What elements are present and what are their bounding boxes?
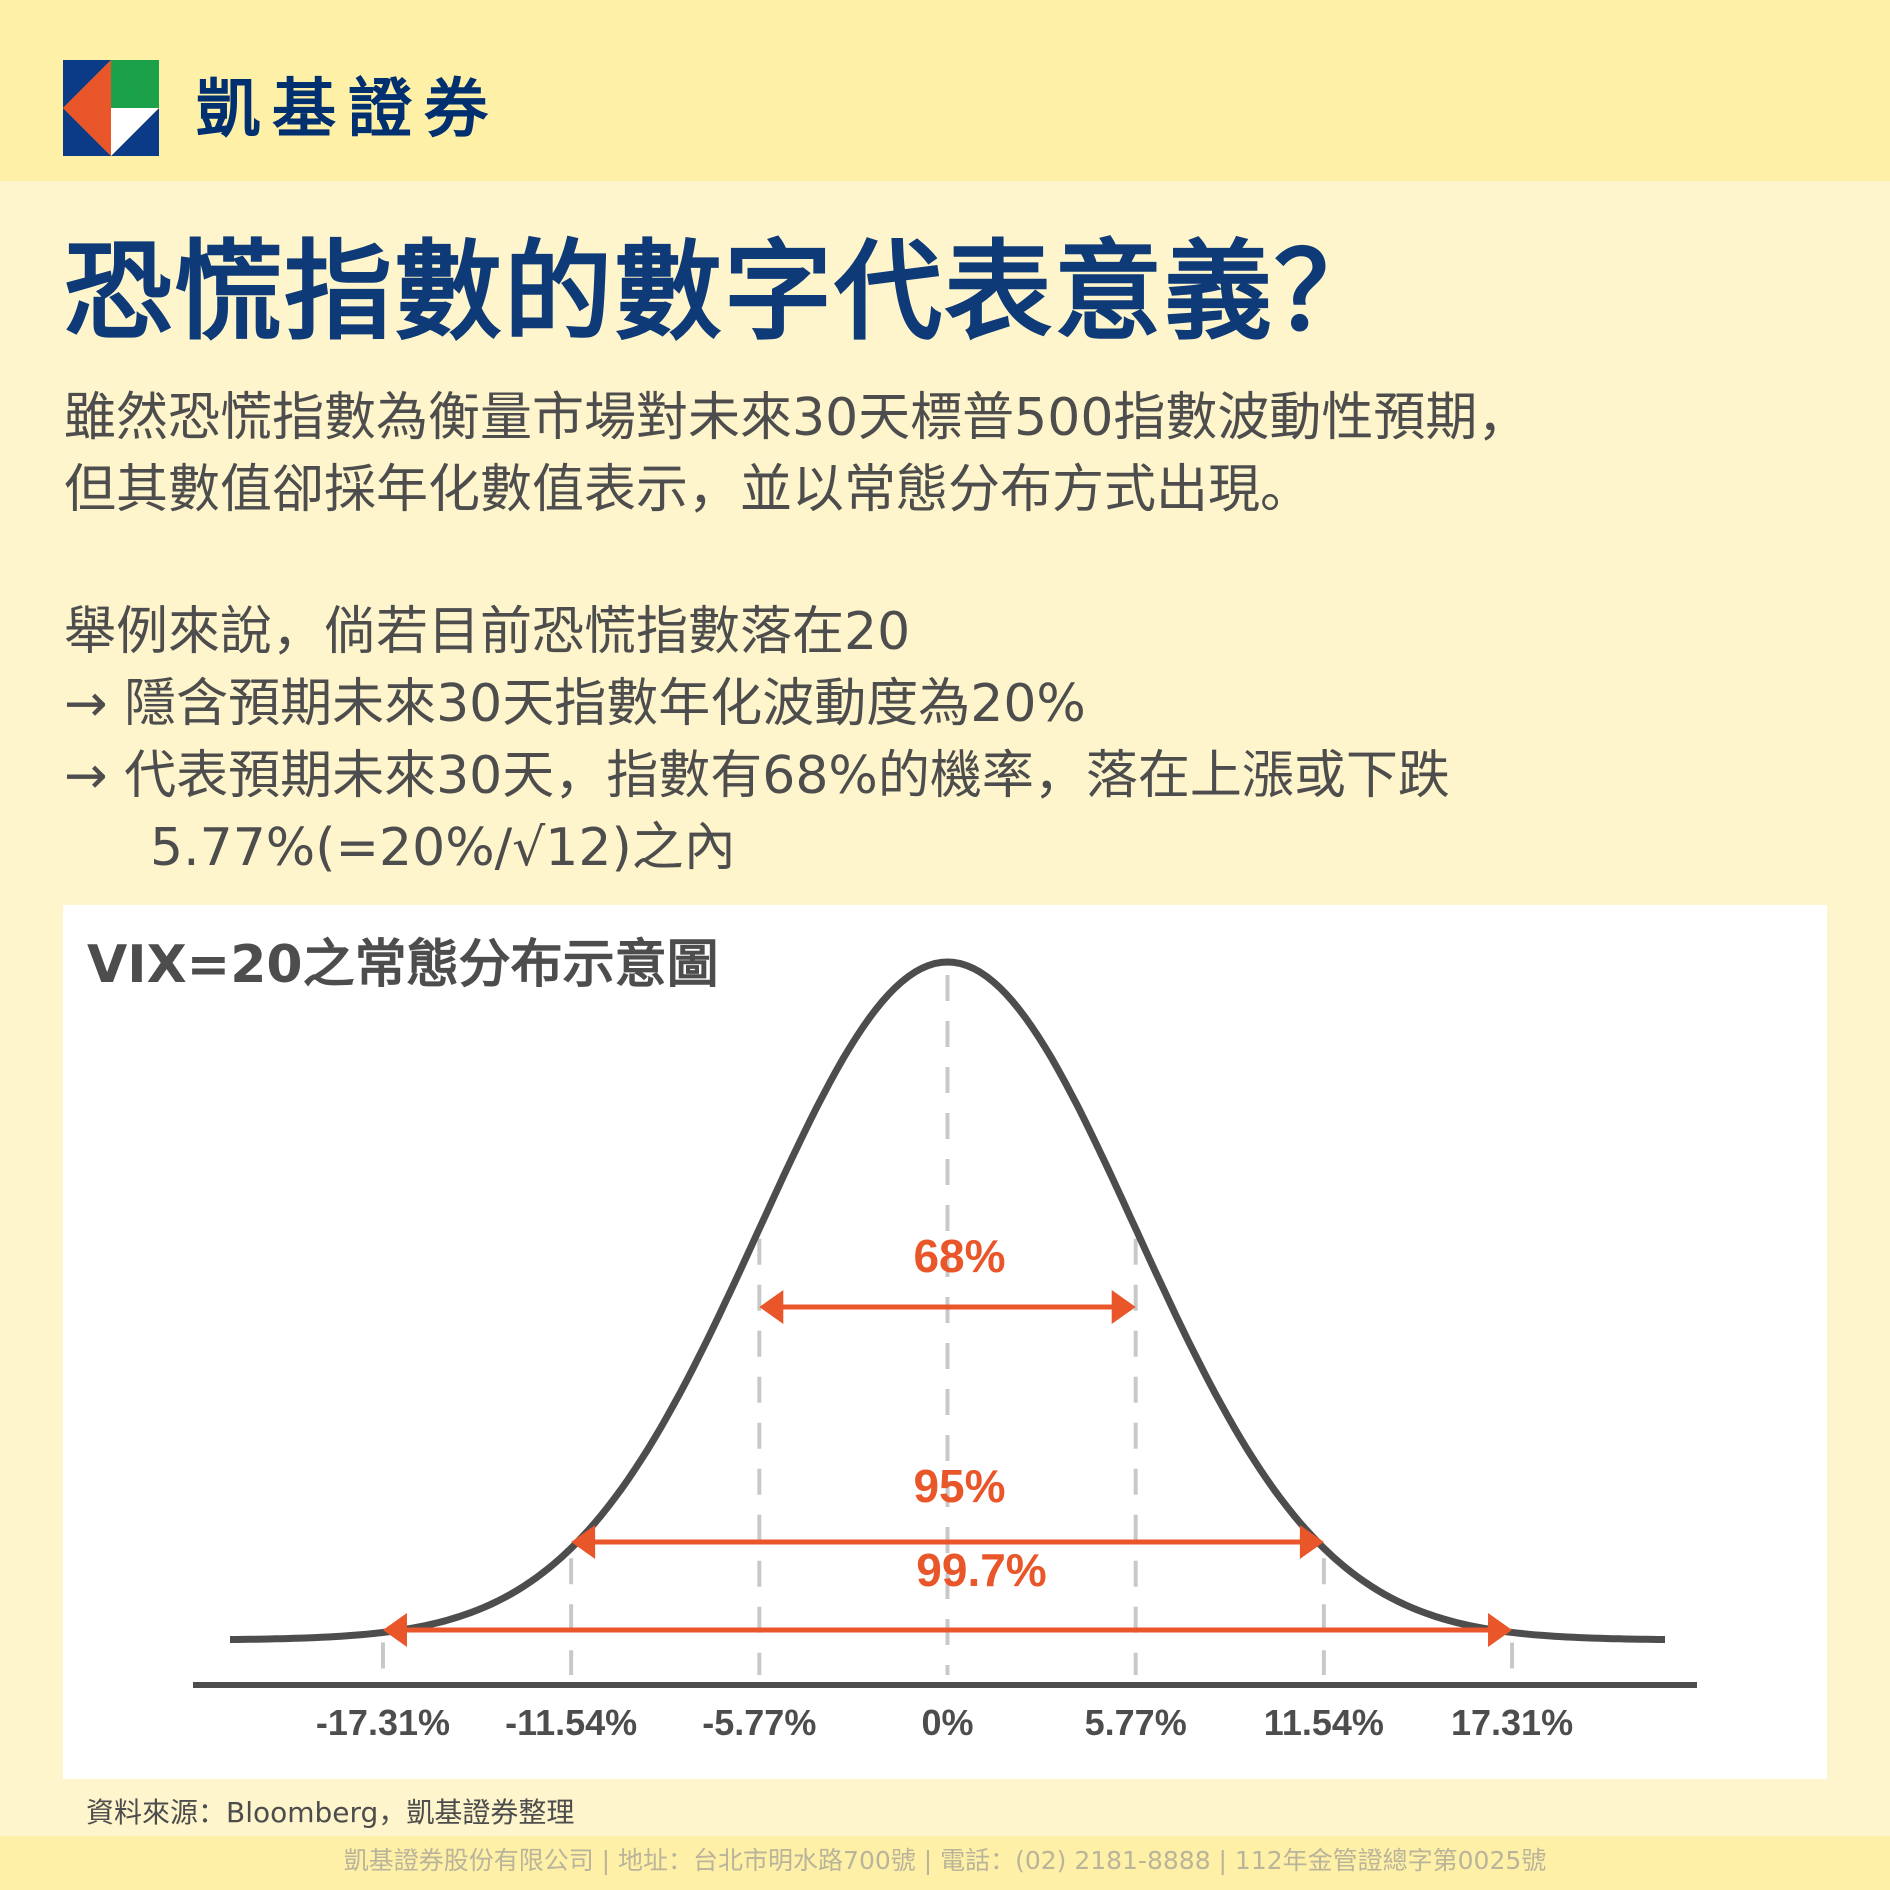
- page-title: 恐慌指數的數字代表意義？: [64, 230, 1385, 355]
- bell-curve: [230, 958, 1665, 1643]
- brand-logo-icon: [63, 60, 159, 156]
- footer-text: 凱基證券股份有限公司 | 地址：台北市明水路700號 | 電話：(02) 218…: [343, 1846, 1547, 1875]
- source-note: 資料來源：Bloomberg，凱基證券整理: [86, 1796, 575, 1829]
- arrowhead-right: [1488, 1613, 1513, 1647]
- x-tick-label: -11.54%: [505, 1702, 637, 1743]
- x-tick-label: -5.77%: [702, 1702, 816, 1743]
- example-line-4: 5.77%(=20%/√12)之內: [150, 818, 736, 878]
- x-tick-label: 5.77%: [1085, 1702, 1187, 1743]
- x-tick-label: -17.31%: [316, 1702, 450, 1743]
- arrowhead-left: [382, 1613, 407, 1647]
- x-tick-label: 11.54%: [1264, 1702, 1384, 1743]
- header-band: [0, 0, 1890, 181]
- example-line-1: 舉例來說，倘若目前恐慌指數落在20: [64, 602, 911, 662]
- intro-paragraph: 雖然恐慌指數為衡量市場對未來30天標普500指數波動性預期， 但其數值卻採年化數…: [64, 382, 1529, 526]
- normal-distribution-chart: 68% 95% 99.7% -17.31% -11.54% -5.77% 0% 5.77% 1…: [193, 958, 1697, 1743]
- arrowhead-right: [1111, 1290, 1136, 1324]
- arrowhead-right: [1299, 1525, 1324, 1559]
- interval-label-2: 95%: [913, 1460, 1005, 1512]
- brand-name: 凱基證券: [196, 73, 500, 147]
- arrowhead-left: [759, 1290, 784, 1324]
- chart-title: VIX=20之常態分布示意圖: [87, 935, 719, 995]
- interval-label-3: 99.7%: [916, 1544, 1046, 1596]
- x-tick-label: 0%: [921, 1702, 973, 1743]
- example-paragraph: 舉例來說，倘若目前恐慌指數落在20 → 隱含預期未來30天指數年化波動度為20%…: [64, 596, 1450, 884]
- intro-line-1: 雖然恐慌指數為衡量市場對未來30天標普500指數波動性預期，: [64, 388, 1530, 448]
- chart-panel: 68% 95% 99.7% -17.31% -11.54% -5.77% 0% 5.77% 1…: [63, 905, 1827, 1779]
- intro-line-2: 但其數值卻採年化數值表示，並以常態分布方式出現。: [64, 460, 1313, 520]
- footer-band: [0, 1836, 1890, 1890]
- arrowhead-left: [571, 1525, 596, 1559]
- x-tick-label: 17.31%: [1451, 1702, 1573, 1743]
- example-line-3: → 代表預期未來30天，指數有68%的機率，落在上漲或下跌: [64, 746, 1450, 806]
- interval-label-1: 68%: [913, 1230, 1005, 1282]
- example-line-2: → 隱含預期未來30天指數年化波動度為20%: [64, 674, 1086, 734]
